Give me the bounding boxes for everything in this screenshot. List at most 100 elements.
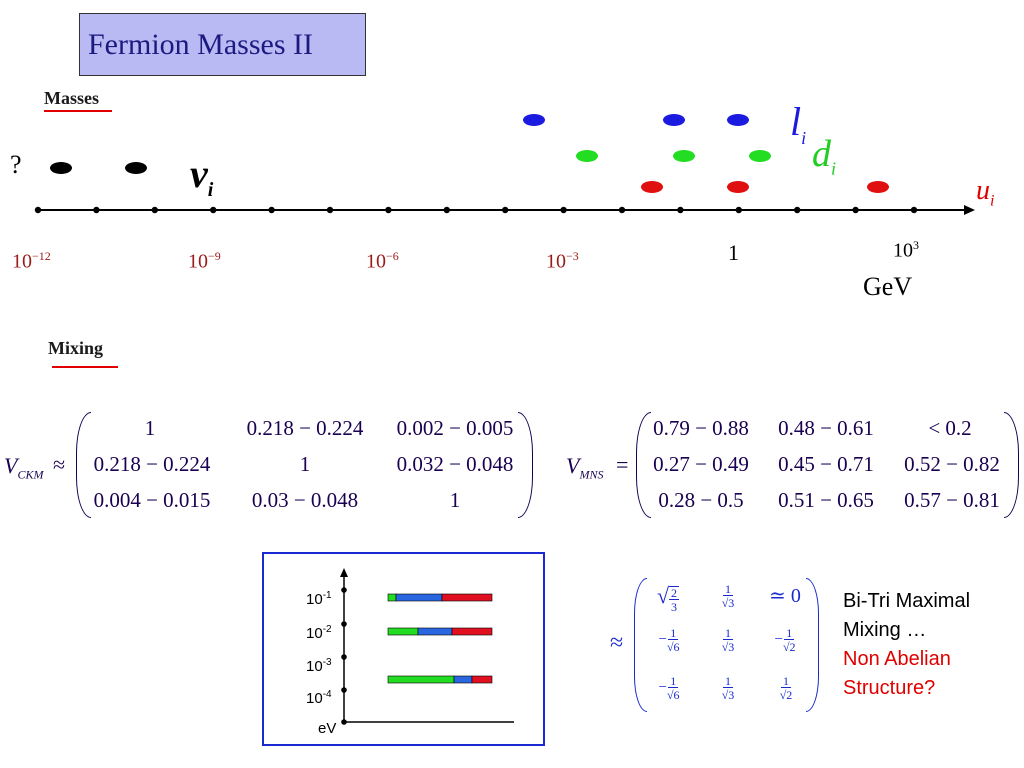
- inset-tick-dot: [341, 621, 347, 627]
- tbm-cell: −1 √6: [658, 674, 680, 702]
- ckm-cell: 0.002 − 0.005: [396, 416, 514, 440]
- axis-tick-dot: [210, 206, 217, 214]
- mns-symbol: VMNS: [566, 453, 604, 482]
- ckm-cell: 0.004 − 0.015: [93, 488, 211, 512]
- mns-cell: 0.57 − 0.81: [904, 488, 1000, 512]
- masses-underline: [44, 110, 112, 112]
- inset-tick-label: 10-2: [306, 624, 332, 642]
- inset-tick-label: 10-3: [306, 657, 332, 675]
- axis-tick-dot: [151, 206, 158, 214]
- axis-tick-dot: [852, 206, 859, 214]
- mixing-underline: [52, 366, 118, 368]
- neutrino-label: νi: [190, 151, 214, 201]
- mixing-bar-blue: [453, 675, 473, 684]
- mixing-bar-green: [387, 675, 455, 684]
- page-title-text: Fermion Masses II: [88, 28, 313, 61]
- axis-tick-dot: [910, 206, 918, 214]
- up-quark-dot: [641, 181, 663, 193]
- annotation-line: Bi-Tri Maximal: [843, 590, 971, 612]
- axis-label: 10−12: [12, 249, 51, 273]
- annotation-line: Structure?: [843, 677, 936, 699]
- inset-tick-dot: [341, 654, 347, 660]
- unit-label: GeV: [863, 272, 913, 301]
- down-quark-dot: [576, 150, 598, 162]
- inset-tick-label: 10-4: [306, 689, 332, 707]
- inset-y-arrow: [340, 568, 348, 577]
- neutrino-dot: [50, 162, 72, 174]
- ckm-symbol: VCKM: [4, 453, 44, 482]
- up-quark-label: ui: [976, 175, 995, 210]
- annotation-line: Mixing …: [843, 619, 927, 641]
- axis-label: 1: [728, 240, 739, 265]
- tbm-operator: ≈: [610, 630, 624, 656]
- axis-tick-dot: [560, 206, 567, 214]
- tbm-cell: −1 √6: [658, 626, 680, 654]
- axis-tick-dot: [268, 206, 275, 214]
- tbm-cell: 1 √3: [721, 674, 735, 702]
- mns-operator: =: [616, 452, 629, 477]
- axis-tick-group: [34, 206, 918, 214]
- ckm-cell: 0.218 − 0.224: [246, 416, 364, 440]
- axis-tick-dot: [385, 206, 392, 214]
- mixing-bar-red: [471, 675, 493, 684]
- ckm-cell: 0.218 − 0.224: [93, 452, 211, 476]
- tbm-cell: −1 √2: [774, 626, 796, 654]
- page-title: Fermion Masses II: [79, 13, 366, 76]
- axis-tick-dot: [677, 206, 684, 214]
- inset-plot: [340, 568, 514, 725]
- axis-tick-dot: [618, 206, 626, 214]
- mns-cell: 0.27 − 0.49: [653, 452, 749, 476]
- masses-label: Masses: [44, 88, 99, 108]
- neutrino-spectrum-inset: 10-1 10-2 10-3 10-4 eV: [262, 552, 545, 746]
- unknown-mass-mark: ?: [10, 150, 22, 179]
- ckm-cell: 1: [299, 452, 311, 476]
- mns-cell: 0.48 − 0.61: [778, 416, 874, 440]
- inset-tick-label: eV: [318, 720, 337, 737]
- tbm-cell: √ 2 3: [656, 583, 680, 615]
- annotation-line: Non Abelian: [843, 648, 951, 670]
- ckm-cell: 0.032 − 0.048: [396, 452, 514, 476]
- inset-tick-label: 10-1: [306, 590, 332, 608]
- ckm-operator: ≈: [53, 452, 66, 477]
- lepton-dot: [727, 114, 749, 126]
- up-quark-dot: [867, 181, 889, 193]
- axis-label: 10−3: [546, 249, 579, 273]
- mns-cell: 0.51 − 0.65: [778, 488, 874, 512]
- down-quark-dot: [749, 150, 771, 162]
- mixing-bar-red: [451, 627, 493, 636]
- mns-cell: 0.79 − 0.88: [653, 416, 749, 440]
- axis-label: 103: [893, 238, 919, 262]
- tbm-cell: 1 √2: [779, 674, 793, 702]
- axis-label: 10−6: [366, 249, 399, 273]
- up-quark-dot: [727, 181, 749, 193]
- mixing-bar-green: [387, 593, 397, 602]
- tbm-cell: 1 √3: [721, 582, 735, 610]
- mixing-bar-green: [387, 627, 419, 636]
- mns-cell: < 0.2: [928, 416, 972, 440]
- tbm-cell: ≃ 0: [769, 585, 801, 607]
- axis-tick-dot: [502, 206, 509, 214]
- axis-tick-dot: [34, 206, 42, 214]
- mns-cell: 0.28 − 0.5: [658, 488, 744, 512]
- mass-axis-arrow: [964, 205, 975, 215]
- lepton-dot: [663, 114, 685, 126]
- mixing-label: Mixing: [48, 338, 104, 358]
- axis-tick-dot: [794, 206, 801, 214]
- mixing-bar-blue: [395, 593, 443, 602]
- mass-spectrum-plot: [34, 114, 975, 215]
- inset-tick-dot: [341, 719, 347, 725]
- lepton-label: li: [790, 99, 807, 148]
- ckm-cell: 0.03 − 0.048: [251, 488, 359, 512]
- ckm-cell: 1: [144, 416, 156, 440]
- neutrino-dot: [125, 162, 147, 174]
- axis-label: 10−9: [188, 249, 221, 273]
- axis-tick-dot: [93, 206, 100, 214]
- ckm-cell: 1: [449, 488, 461, 512]
- mixing-bar-blue: [417, 627, 453, 636]
- down-quark-dot: [673, 150, 695, 162]
- inset-tick-dot: [341, 587, 347, 593]
- down-quark-label: di: [812, 133, 837, 179]
- axis-tick-dot: [735, 206, 742, 214]
- axis-tick-dot: [443, 206, 450, 214]
- inset-tick-dot: [341, 687, 347, 693]
